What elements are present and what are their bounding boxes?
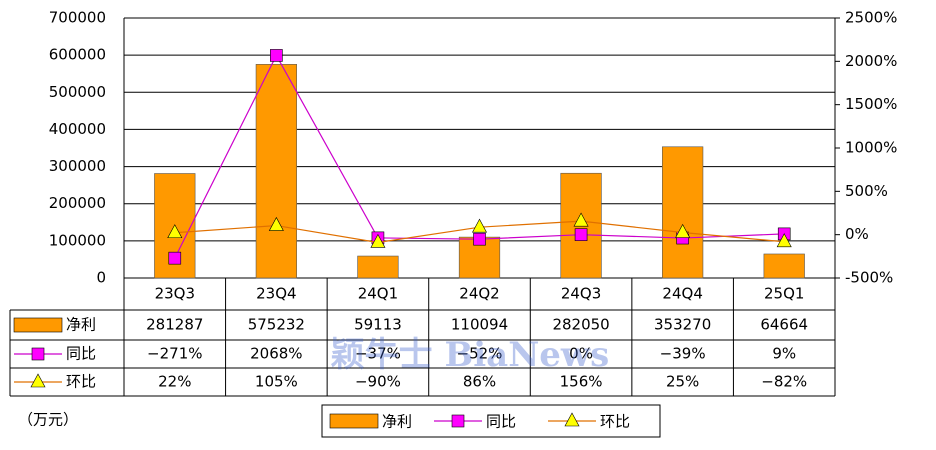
y2-tick-label: 0% — [845, 225, 869, 243]
watermark: 颖牛士 BiaNews — [331, 335, 610, 375]
line-marker — [574, 228, 588, 241]
table-cell: −90% — [355, 373, 401, 391]
bar — [763, 253, 805, 279]
table-cell: 59113 — [354, 316, 402, 334]
table-cell: 22% — [158, 373, 191, 391]
legend-box — [321, 404, 661, 438]
x-tick-label: 25Q1 — [764, 285, 804, 303]
table-cell: 156% — [560, 373, 603, 391]
y2-tick-label: 1500% — [845, 95, 897, 113]
table-cell: −37% — [355, 345, 401, 363]
line-marker — [675, 223, 691, 238]
table-cell: 64664 — [760, 316, 808, 334]
legend-label: 同比 — [486, 413, 516, 431]
line-marker — [168, 251, 182, 265]
x-tick-label: 24Q4 — [662, 285, 702, 303]
y-tick-label: 0 — [96, 269, 106, 287]
table-cell: −52% — [457, 345, 503, 363]
y2-tick-label: 1000% — [845, 139, 897, 157]
y-tick-label: 300000 — [49, 157, 106, 175]
table-cell: 86% — [463, 373, 496, 391]
x-tick-label: 24Q1 — [358, 285, 398, 303]
line-marker — [270, 49, 283, 62]
x-tick-label: 24Q2 — [459, 285, 499, 303]
y2-tick-label: 500% — [845, 182, 888, 200]
legend-label: 净利 — [382, 413, 412, 431]
legend-marker — [451, 414, 465, 428]
y2-tick-label: -500% — [845, 269, 893, 287]
legend-key — [13, 317, 63, 333]
legend-marker — [564, 412, 580, 427]
x-tick-label: 23Q3 — [155, 285, 195, 303]
x-tick-label: 23Q4 — [256, 285, 296, 303]
bar — [255, 64, 297, 279]
y2-tick-label: 2000% — [845, 52, 897, 70]
table-row-label: 环比 — [66, 373, 96, 391]
line-marker — [268, 216, 284, 231]
table-cell: 2068% — [250, 345, 302, 363]
table-cell: 282050 — [552, 316, 609, 334]
unit-label: （万元） — [18, 411, 78, 429]
legend-marker — [31, 347, 45, 361]
bar — [662, 146, 704, 279]
table-cell: 353270 — [654, 316, 711, 334]
y2-tick-label: 2500% — [845, 9, 897, 27]
bar — [357, 255, 399, 279]
table-cell: −39% — [660, 345, 706, 363]
table-cell: 281287 — [146, 316, 203, 334]
y-tick-label: 700000 — [49, 9, 106, 27]
x-tick-label: 24Q3 — [561, 285, 601, 303]
y-tick-label: 100000 — [49, 231, 106, 249]
table-cell: −82% — [761, 373, 807, 391]
y-tick-label: 500000 — [49, 83, 106, 101]
line-marker — [473, 232, 486, 246]
line-marker — [471, 218, 488, 233]
table-row-label: 同比 — [66, 345, 96, 363]
line-marker — [167, 224, 183, 239]
table-cell: 105% — [255, 373, 298, 391]
table-cell: 110094 — [451, 316, 508, 334]
y-tick-label: 600000 — [49, 46, 106, 64]
line-marker — [370, 233, 386, 248]
line-marker — [776, 233, 792, 248]
table-cell: 0% — [569, 345, 593, 363]
table-row-label: 净利 — [66, 316, 96, 334]
table-cell: 25% — [666, 373, 699, 391]
table-cell: 9% — [772, 345, 796, 363]
legend-label: 环比 — [600, 413, 630, 431]
table-cell: −271% — [147, 345, 202, 363]
y-tick-label: 400000 — [49, 120, 106, 138]
y-tick-label: 200000 — [49, 194, 106, 212]
line-marker — [573, 212, 589, 227]
legend-key — [329, 413, 379, 429]
legend-marker — [30, 373, 46, 388]
table-cell: 575232 — [248, 316, 305, 334]
